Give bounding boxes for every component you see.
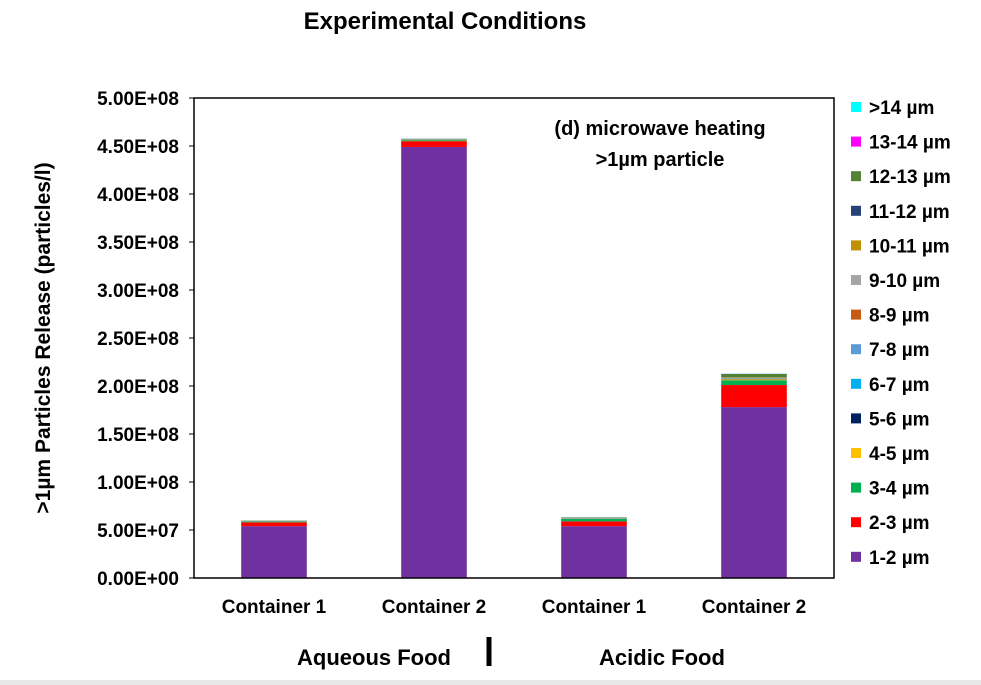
bar-segment (401, 138, 467, 140)
legend-label: 11-12 µm (869, 202, 950, 223)
legend-swatch (851, 205, 861, 216)
legend-label: 8-9 µm (869, 306, 930, 327)
bar-segment (561, 521, 627, 527)
legend-swatch (851, 240, 861, 251)
legend-swatch (851, 171, 861, 182)
legend-label: 10-11 µm (869, 236, 950, 257)
legend-label: 4-5 µm (869, 444, 930, 465)
bar-segment (401, 141, 467, 147)
x-tick-label: Container 2 (382, 597, 487, 618)
y-tick-label: 5.00E+08 (97, 89, 179, 110)
bar-segment (721, 379, 787, 381)
legend-swatch (851, 275, 861, 285)
y-tick-label: 4.50E+08 (97, 137, 179, 158)
bar-segment (241, 522, 307, 527)
bar-segment (721, 380, 787, 386)
legend-swatch (851, 551, 861, 562)
y-tick-label: 1.00E+08 (97, 473, 179, 494)
bar-segment (721, 385, 787, 408)
y-tick-label: 4.00E+08 (97, 185, 179, 206)
bar-segment (561, 526, 627, 578)
legend-label: 9-10 µm (869, 271, 940, 292)
legend-swatch (851, 102, 861, 112)
chart-annotation-line-2: >1µm particle (596, 149, 725, 171)
y-tick-label: 1.50E+08 (97, 425, 179, 446)
legend-swatch (851, 482, 861, 493)
x-tick-label: Container 2 (702, 597, 807, 618)
legend-label: 5-6 µm (869, 409, 930, 430)
bar-segment (721, 374, 787, 378)
x-tick-label: Container 1 (542, 597, 647, 618)
legend-label: 2-3 µm (869, 513, 930, 534)
bar-segment (721, 407, 787, 578)
legend-swatch (851, 309, 861, 320)
y-tick-label: 2.00E+08 (97, 377, 179, 398)
bar-segment (561, 518, 627, 522)
plot-area-frame (193, 97, 835, 579)
chart-title: Experimental Conditions (304, 8, 587, 35)
legend-swatch (851, 378, 861, 389)
legend-label: >14 µm (869, 98, 934, 119)
legend-label: 12-13 µm (869, 167, 951, 188)
bar-segment (401, 140, 467, 142)
group-label: Acidic Food (599, 645, 725, 670)
bar-segment (241, 526, 307, 578)
legend-label: 1-2 µm (869, 548, 930, 569)
y-axis-label: >1µm Particles Release (particles/l) (32, 162, 55, 513)
legend-swatch (851, 448, 861, 458)
legend-label: 3-4 µm (869, 479, 930, 500)
bottom-strip (0, 680, 981, 685)
legend-swatch (851, 344, 861, 355)
y-tick-label: 3.00E+08 (97, 281, 179, 302)
y-tick-label: 5.00E+07 (97, 521, 179, 542)
group-label: Aqueous Food (297, 645, 451, 670)
legend-swatch (851, 413, 861, 424)
bar-segment (401, 146, 467, 578)
bar-segment (241, 521, 307, 523)
legend-label: 6-7 µm (869, 375, 930, 396)
y-tick-label: 0.00E+00 (97, 569, 179, 590)
legend-label: 13-14 µm (869, 133, 951, 154)
y-tick-label: 2.50E+08 (97, 329, 179, 350)
legend-swatch (851, 136, 861, 147)
legend-swatch (851, 517, 861, 528)
y-tick-label: 3.50E+08 (97, 233, 179, 254)
chart-annotation-line-1: (d) microwave heating (554, 118, 765, 140)
x-tick-label: Container 1 (222, 597, 327, 618)
legend-label: 7-8 µm (869, 340, 930, 361)
legend: >14 µm 13-14 µm 12-13 µm 11-12 µm 10-11 µm 9-… (851, 98, 951, 569)
